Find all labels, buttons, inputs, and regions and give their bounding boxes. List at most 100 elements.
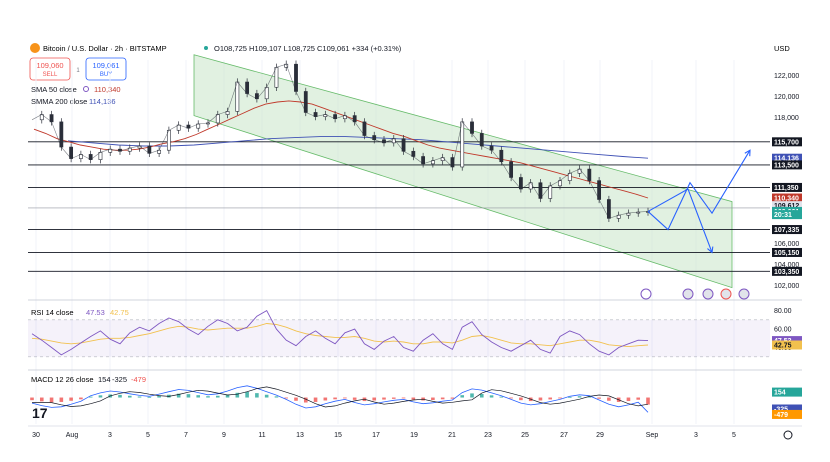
settings-icon[interactable] [83,86,89,92]
rsi-tag-label: 42.75 [774,343,792,350]
news-icon[interactable] [702,288,714,300]
time-tick-label: 13 [296,432,304,439]
macd-bar [460,395,465,398]
arrow-head [707,246,714,254]
smma-200-line [67,136,649,159]
event-icons [640,288,750,300]
time-tick-label: 27 [560,432,568,439]
chart-header: Bitcoin / U.S. Dollar · 2h · BITSTAMP O1… [30,43,402,53]
settings-icon[interactable] [783,430,793,440]
macd-bar [206,396,210,398]
time-tick-label: 19 [410,432,418,439]
price-tag-label: 114,136 [774,156,799,163]
price-tick-label: 122,000 [774,73,799,80]
macd-tag [772,409,802,419]
indicator-legend: SMA 50 close 110,340 SMMA 200 close 114,… [31,85,121,106]
candle-body [597,180,602,200]
time-tick-label: 23 [484,432,492,439]
sma-50-line [33,100,649,199]
buy-button[interactable] [85,57,127,81]
candle-body [235,81,240,112]
candle-body [362,121,367,136]
macd-bar [79,397,83,400]
macd-bar [157,395,161,398]
price-tag [772,201,802,211]
macd-bar [294,397,298,401]
chart-canvas[interactable]: Bitcoin / U.S. Dollar · 2h · BITSTAMP O1… [28,38,802,442]
rsi-ma-value: 42.75 [110,308,129,317]
bearish-projection [647,188,713,253]
price-tag-label: 107,335 [774,227,799,234]
macd-bar [39,397,44,402]
support-resistance-levels [28,141,770,272]
price-path [31,63,649,219]
macd-bar [372,397,377,401]
macd-bar [607,397,611,401]
price-tag-label: 113,500 [774,162,799,169]
sell-button[interactable] [29,57,71,81]
price-tag [772,247,802,257]
price-tag [772,182,802,192]
macd-bar [235,392,240,398]
macd-bar [255,393,259,398]
macd-bar [343,397,347,399]
time-tick-label: 5 [146,432,150,439]
time-tick-label: 30 [32,432,40,439]
macd-bar [333,397,337,400]
time-tick-label: 15 [334,432,342,439]
buy-label: BUY [100,72,112,78]
macd-bar [401,397,406,399]
macd-bar [245,391,249,398]
time-tick-label: 17 [372,432,380,439]
macd-bar [215,395,220,398]
news-icon[interactable] [738,288,750,300]
macd-bar [284,397,289,399]
time-tick-label: 7 [184,432,188,439]
macd-tag-label: 154 [774,390,786,397]
chart-frame[interactable]: Bitcoin / U.S. Dollar · 2h · BITSTAMP O1… [28,38,802,442]
rsi-ma-path [31,323,649,348]
macd-bar [49,397,54,403]
rsi-band [28,319,770,358]
trade-buttons: 109,060 SELL 1 109,061 BUY [29,57,127,81]
macd-axis: -1,000154-325-479 [772,387,802,419]
macd-bar [196,395,201,398]
tradingview-logo: 17 [32,405,48,421]
macd-bar [69,397,73,401]
rsi-path [31,309,649,356]
macd-histogram [30,385,650,413]
buy-price: 109,061 [92,61,119,70]
macd-bar [352,397,357,400]
price-tag [772,153,802,163]
currency-label: USD [774,44,790,53]
price-tag-label: 111,350 [774,185,799,192]
macd-value: 154 [98,375,111,384]
macd-legend: MACD 12 26 close 154 -325 -479 [31,375,146,384]
signal-line [32,386,649,408]
price-tick-label: 118,000 [774,115,799,122]
time-tick-label: 9 [222,432,226,439]
macd-tag [772,387,802,397]
time-tick-label: 3 [694,432,698,439]
news-icon[interactable] [682,288,694,300]
sell-price: 109,060 [36,61,63,70]
rsi-band-fill [28,319,770,357]
dividend-icon[interactable] [640,288,652,300]
smma-line-path [67,136,649,159]
macd-line [31,385,649,413]
price-tag [772,193,802,203]
macd-bar [382,397,386,400]
macd-bar [499,396,504,398]
macd-bar [127,395,132,398]
macd-bar [567,396,572,398]
macd-bar [587,396,592,398]
symbol-title: Bitcoin / U.S. Dollar · 2h · BITSTAMP [43,44,167,53]
projection-arrows [647,149,751,254]
macd-bar [577,396,582,398]
sell-label: SELL [43,72,58,78]
macd-tag [772,404,802,414]
news-icon[interactable] [720,288,732,300]
macd-bar [30,397,34,401]
